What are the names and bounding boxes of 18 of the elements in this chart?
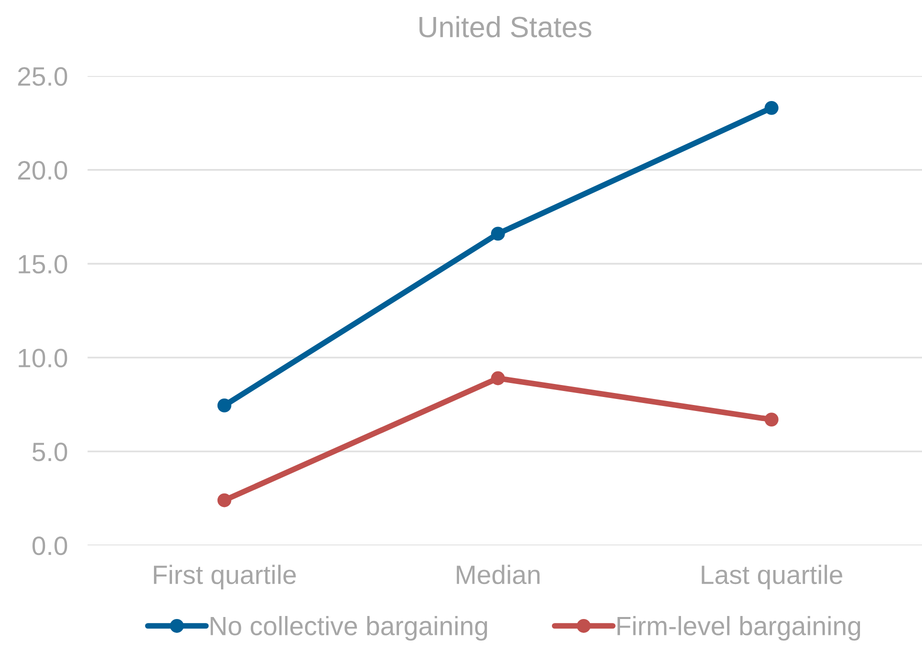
point (217, 398, 232, 412)
y-tick-label: 15.0 (18, 254, 68, 274)
point (491, 226, 505, 241)
point (764, 100, 778, 115)
point (217, 493, 232, 508)
x-tick-label: First quartile (154, 564, 296, 590)
y-tick-label: 20.0 (18, 161, 68, 180)
y-tick-label: 5.0 (32, 442, 68, 462)
legend-label: No collective bargaining (210, 616, 488, 641)
chart-title: United States (420, 16, 592, 38)
y-tick-label: 10.0 (18, 348, 68, 368)
y-tick-label: 25.0 (18, 67, 68, 86)
legend-label: Firm-level bargaining (618, 616, 860, 641)
x-tick-label: Median (456, 564, 540, 584)
point (491, 371, 505, 386)
point (764, 412, 778, 426)
y-tick-label: 0.0 (32, 536, 68, 556)
x-tick-label: Last quartile (702, 564, 842, 590)
